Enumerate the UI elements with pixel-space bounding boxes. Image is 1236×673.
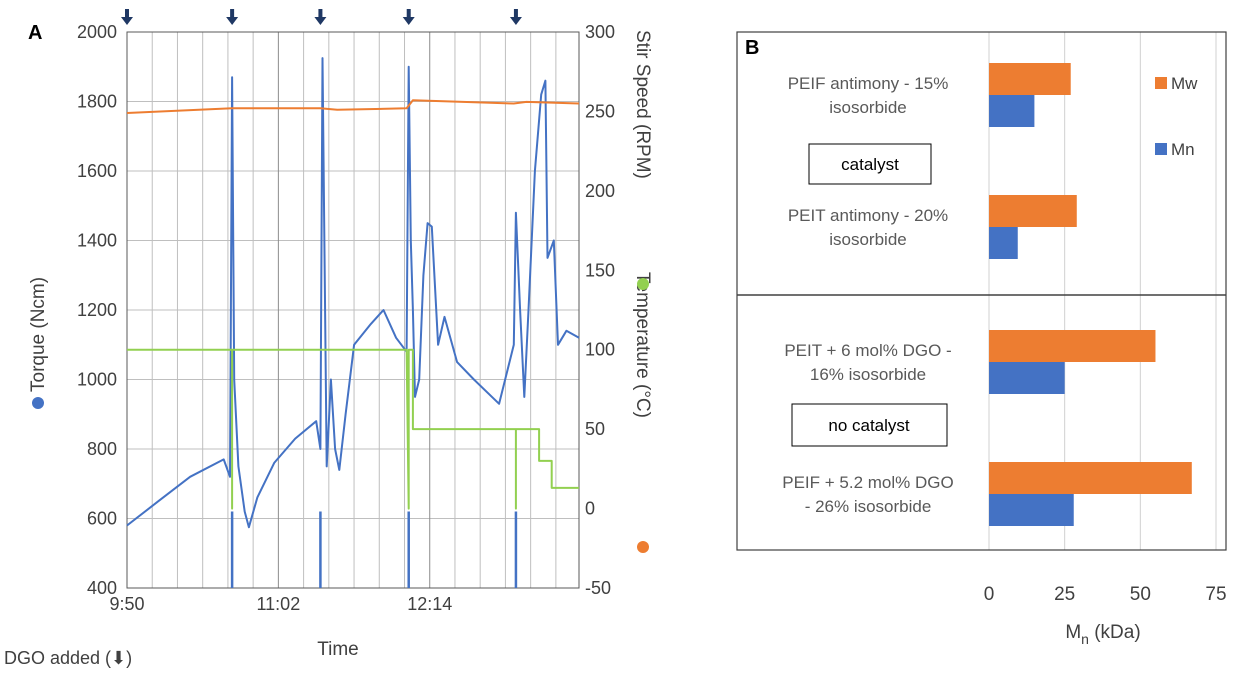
time-axis-label: Time [317,639,359,660]
dgo-added-footnote: DGO added (⬇) [4,648,132,668]
torque-series-marker [32,397,44,409]
right-axis-tick-label: -50 [585,578,611,598]
legend: Mw Mn [1155,74,1198,159]
time-tick-label: 11:02 [257,594,301,614]
right-axis-ticks: -50 0 50 100 150 200 250 300 [585,22,615,598]
torque-line [126,57,580,529]
torque-tick-label: 400 [87,578,117,598]
stir-speed-series-marker [637,278,649,290]
dgo-added-arrow-icon [402,9,415,25]
torque-tick-label: 1000 [77,370,117,390]
torque-tick-label: 1600 [77,161,117,181]
dgo-added-arrow-icon [226,9,239,25]
temperature-series-marker [637,541,649,553]
mw-bar [989,330,1156,362]
panel-b-label: B [745,37,759,59]
panel-a-series [126,57,580,588]
mn-bar [989,227,1018,259]
catalyst-group-box [808,143,932,185]
torque-tick-label: 1200 [77,300,117,320]
dgo-added-markers [121,9,522,25]
time-tick-label: 12:14 [407,594,452,614]
time-axis-ticks: 9:50 11:02 12:14 [109,594,452,614]
mn-axis-label-unit: (kDa) [1089,622,1141,643]
mn-tick-label: 0 [984,584,995,605]
category-label-line: 16% isosorbide [810,365,926,384]
arrow-head [314,17,327,25]
mw-bar [989,63,1071,95]
category-label-line: PEIF antimony - 15% [788,74,949,93]
right-axis-title: Temperature (°C) [632,272,653,553]
no-catalyst-group-label: no catalyst [828,416,910,435]
panel-b: B catalyst no catalyst PEIF antimony - 1… [736,31,1227,647]
mn-tick-label: 50 [1130,584,1151,605]
torque-axis-ticks: 400 600 800 1000 1200 1400 1600 1800 2000 [77,22,117,598]
panel-a-label: A [28,22,42,44]
torque-tick-label: 1800 [77,92,117,112]
mn-bar [989,494,1074,526]
arrow-shaft [125,9,129,18]
right-axis-tick-label: 250 [585,101,615,121]
torque-tick-label: 1400 [77,231,117,251]
arrow-shaft [230,9,235,18]
bars [989,63,1192,526]
right-axis-tick-label: 200 [585,181,615,201]
arrow-shaft [513,9,518,18]
mn-bar [989,362,1065,394]
right-axis-tick-label: 0 [585,499,595,519]
mn-axis-ticks: 0 25 50 75 [984,584,1227,605]
category-label-line: - 26% isosorbide [805,497,932,516]
dgo-added-arrow-icon [121,9,133,25]
arrow-head [509,17,522,25]
panel-a-plot-frame [126,31,580,589]
legend-mw-label: Mw [1171,74,1198,93]
arrow-shaft [318,9,323,18]
catalyst-group-label: catalyst [841,155,899,174]
mn-tick-label: 75 [1205,584,1226,605]
mn-axis-label: Mn (kDa) [1065,622,1140,647]
torque-tick-label: 600 [87,509,117,529]
dgo-added-arrow-icon [314,9,327,25]
arrow-head [121,17,133,25]
mw-bar [989,195,1077,227]
panel-a: A 400 600 800 1000 1200 1400 1600 1800 2000 -50 0… [4,9,653,668]
right-axis-tick-label: 50 [585,419,605,439]
stir-speed-line [127,348,579,510]
no-catalyst-group-box [791,403,948,447]
stir-speed-axis-label: Stir Speed (RPM) [632,30,653,179]
panel-b-frame [736,31,1227,551]
dgo-added-arrow-icon [509,9,522,25]
arrow-shaft [406,9,411,18]
legend-mw-swatch [1155,77,1167,89]
temperature-axis-label: Temperature (°C) [632,272,653,418]
category-label-line: isosorbide [829,98,907,117]
mn-tick-label: 25 [1054,584,1075,605]
torque-tick-label: 800 [87,439,117,459]
temperature-line [126,99,580,114]
stir-axis-title: Stir Speed (RPM) [632,30,653,290]
category-label-line: PEIT antimony - 20% [788,206,948,225]
torque-tick-label: 2000 [77,22,117,42]
right-axis-tick-label: 150 [585,260,615,280]
mn-bar [989,95,1035,127]
legend-mn-swatch [1155,143,1167,155]
category-label-line: isosorbide [829,230,907,249]
category-label-line: PEIF + 5.2 mol% DGO [782,473,953,492]
torque-axis-label: Torque (Ncm) [28,277,49,392]
torque-axis-title: Torque (Ncm) [28,277,49,409]
category-label-line: PEIT + 6 mol% DGO - [784,341,951,360]
mn-axis-label-main: M [1065,622,1081,643]
legend-mn-label: Mn [1171,140,1195,159]
mw-bar [989,462,1192,494]
right-axis-tick-label: 300 [585,22,615,42]
category-labels: PEIF antimony - 15% isosorbide PEIT antimo… [782,74,953,516]
right-axis-tick-label: 100 [585,340,615,360]
panel-a-gridlines [126,31,579,589]
time-tick-label: 9:50 [109,594,144,614]
arrow-head [402,17,415,25]
mn-axis-label-sub: n [1081,631,1089,647]
arrow-head [226,17,239,25]
